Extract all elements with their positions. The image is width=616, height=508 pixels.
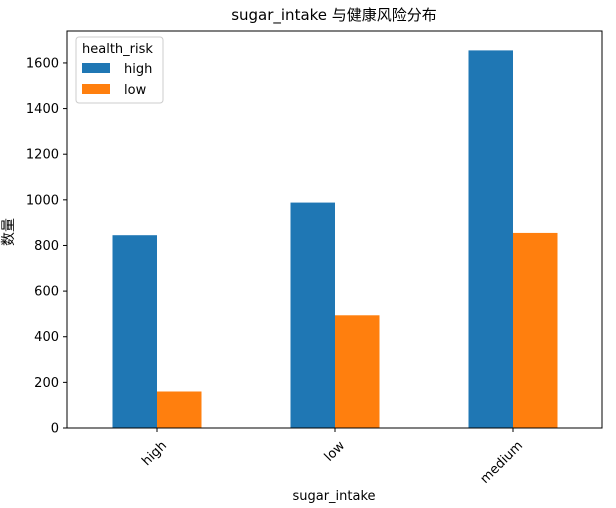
y-tick-label: 0 bbox=[51, 422, 59, 437]
chart-title: sugar_intake 与健康风险分布 bbox=[231, 6, 437, 25]
y-tick-label: 1000 bbox=[26, 193, 59, 208]
bar-low-low bbox=[335, 315, 380, 428]
legend-swatch-low bbox=[82, 84, 110, 94]
y-tick-label: 400 bbox=[34, 330, 59, 345]
y-axis-label: 数量 bbox=[1, 218, 17, 246]
legend-title: health_risk bbox=[82, 42, 153, 57]
legend-label-low: low bbox=[124, 83, 147, 98]
bar-high-high bbox=[112, 235, 157, 428]
y-tick-label: 800 bbox=[34, 239, 59, 254]
plot-area bbox=[112, 50, 558, 428]
bar-low-high bbox=[157, 391, 202, 428]
y-tick-label: 600 bbox=[34, 285, 59, 300]
bar-low-medium bbox=[513, 232, 558, 428]
legend: health_risk high low bbox=[75, 36, 164, 104]
y-tick-label: 1200 bbox=[26, 148, 59, 163]
legend-swatch-high bbox=[82, 63, 110, 73]
y-tick-label: 200 bbox=[34, 376, 59, 391]
bar-high-medium bbox=[468, 50, 513, 428]
y-tick-label: 1400 bbox=[26, 102, 59, 117]
legend-label-high: high bbox=[124, 62, 152, 77]
x-axis-label: sugar_intake bbox=[292, 489, 375, 504]
y-tick-label: 1600 bbox=[26, 56, 59, 71]
bar-high-low bbox=[290, 202, 335, 428]
